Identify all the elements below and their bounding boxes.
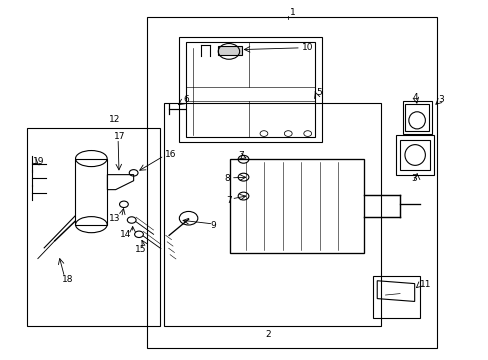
Polygon shape xyxy=(217,46,242,55)
Text: 9: 9 xyxy=(210,221,216,230)
Text: 17: 17 xyxy=(114,132,125,141)
Text: 14: 14 xyxy=(120,230,131,239)
Text: 4: 4 xyxy=(412,93,418,102)
Text: 3: 3 xyxy=(410,174,416,183)
Bar xyxy=(372,276,419,318)
Text: 11: 11 xyxy=(419,280,430,289)
Text: 7: 7 xyxy=(225,196,231,205)
Text: 15: 15 xyxy=(135,245,146,254)
Bar xyxy=(27,128,160,327)
Text: 18: 18 xyxy=(61,275,73,284)
Bar xyxy=(229,158,363,253)
Text: 10: 10 xyxy=(301,42,313,51)
Bar xyxy=(395,135,433,175)
Text: 16: 16 xyxy=(164,150,176,159)
Text: 3: 3 xyxy=(437,95,443,104)
Bar xyxy=(75,158,107,225)
Bar xyxy=(399,140,429,170)
Text: 19: 19 xyxy=(33,157,44,166)
Text: 5: 5 xyxy=(316,88,322,97)
Text: 2: 2 xyxy=(264,330,270,339)
Bar xyxy=(404,104,428,131)
Text: 7: 7 xyxy=(238,151,244,160)
Bar xyxy=(179,37,322,143)
Bar xyxy=(147,18,436,348)
Text: 6: 6 xyxy=(183,95,189,104)
Bar xyxy=(164,103,380,327)
Bar xyxy=(402,102,431,134)
Text: 13: 13 xyxy=(109,214,120,223)
Text: 1: 1 xyxy=(290,8,295,17)
Text: 12: 12 xyxy=(108,116,120,125)
Text: 8: 8 xyxy=(224,174,229,183)
